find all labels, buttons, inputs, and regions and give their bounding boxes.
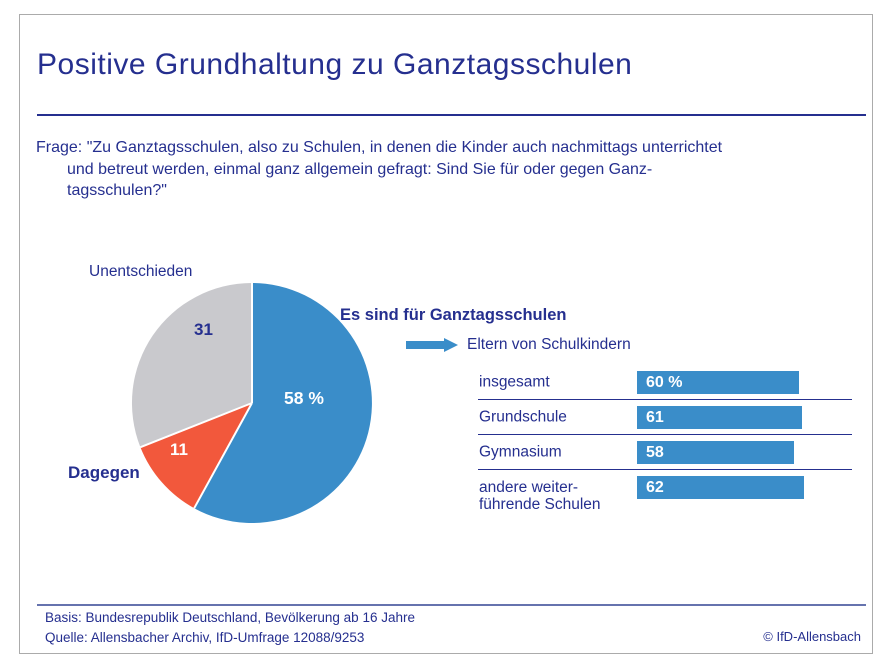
right-arrow-icon [406,338,458,352]
pie-chart [131,283,372,523]
bar-grundschule: 61 [637,406,802,429]
bar-value: 62 [646,479,664,496]
pie-value-unentschieden: 31 [194,320,213,339]
bar-row: andere weiter- führende Schulen 62 [478,470,852,522]
bar-row: Grundschule 61 [478,400,852,435]
bar-value: 58 [646,444,664,461]
bar-gymnasium: 58 [637,441,794,464]
page-title: Positive Grundhaltung zu Ganztagsschulen [37,48,633,81]
bar-andere-schulen: 62 [637,476,804,499]
pie-label-fuer: Es sind für Ganztagsschulen [340,306,567,324]
bar-insgesamt: 60 % [637,371,799,394]
question-label: Frage: [36,139,83,156]
question-text-2: und betreut werden, einmal ganz allgemei… [67,160,653,178]
bar-value: 60 % [646,374,683,391]
bar-chart: insgesamt 60 % Grundschule 61 Gymnasium … [478,365,852,522]
bar-row-label: Gymnasium [479,443,562,461]
arrow-head [444,338,458,352]
question-text-3: tagsschulen?" [67,182,167,199]
subgroup-title: Eltern von Schulkindern [467,336,631,353]
bar-row-label: insgesamt [479,373,550,391]
bar-row-label: andere weiter- führende Schulen [479,479,601,513]
pie-label-unentschieden: Unentschieden [89,263,193,280]
arrow-body [406,341,444,349]
question-text-1: "Zu Ganztagsschulen, also zu Schulen, in… [86,139,723,156]
question-block: Frage: "Zu Ganztagsschulen, also zu Schu… [36,137,722,202]
bar-value: 61 [646,409,664,426]
pie-label-dagegen: Dagegen [68,463,140,482]
basis-text: Basis: Bundesrepublik Deutschland, Bevöl… [45,610,415,625]
question-line: Frage: "Zu Ganztagsschulen, also zu Schu… [36,137,722,159]
pie-value-dagegen: 11 [170,440,188,459]
title-divider [37,114,866,116]
copyright-text: © IfD-Allensbach [763,629,861,644]
bar-row-label: Grundschule [479,408,567,426]
footer-divider [37,604,866,606]
bar-row: Gymnasium 58 [478,435,852,470]
quelle-text: Quelle: Allensbacher Archiv, IfD-Umfrage… [45,630,365,645]
bar-row: insgesamt 60 % [478,365,852,400]
pie-value-fuer: 58 % [284,388,324,408]
